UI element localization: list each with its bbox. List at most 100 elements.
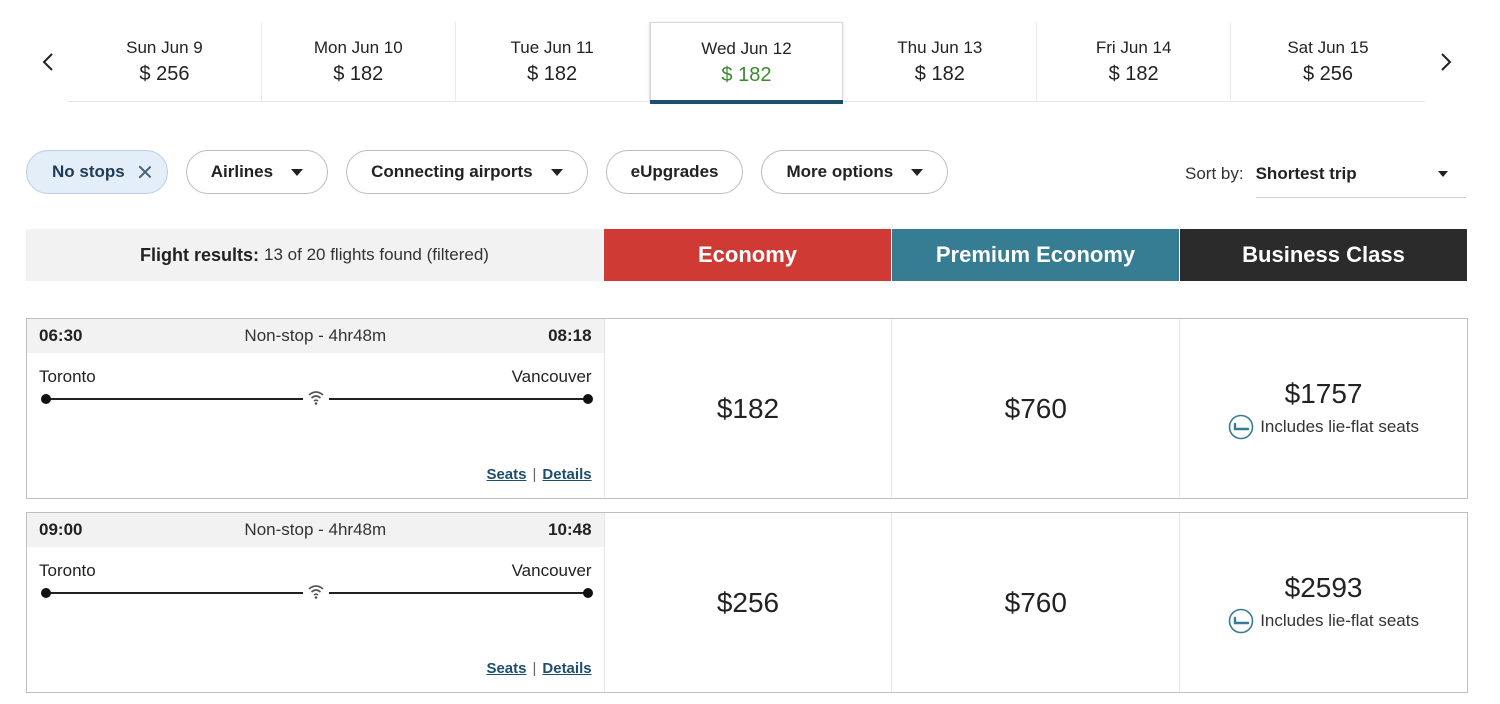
chip-label: eUpgrades (630, 162, 719, 181)
premium-economy-fare[interactable]: $760 (891, 513, 1179, 692)
fare-price: $2593 (1284, 571, 1363, 603)
wifi-icon (303, 388, 329, 410)
flight-row: 06:30 Non-stop - 4hr48m 08:18 Toronto Va… (26, 318, 1468, 499)
flight-cities: Toronto Vancouver (27, 353, 604, 387)
sort-label: Sort by: (1185, 164, 1244, 183)
flight-info: 06:30 Non-stop - 4hr48m 08:18 Toronto Va… (27, 319, 604, 498)
details-link[interactable]: Details (542, 660, 592, 677)
more-options-filter-dropdown[interactable]: More options (761, 150, 949, 194)
date-label: Mon Jun 10 (313, 38, 403, 57)
date-list: Sun Jun 9 $ 256 Mon Jun 10 $ 182 Tue Jun… (68, 22, 1425, 104)
chip-label: Airlines (210, 162, 274, 181)
results-title: Flight results: (140, 244, 260, 265)
date-option[interactable]: Mon Jun 10 $ 182 (262, 22, 456, 102)
date-label: Sun Jun 9 (126, 38, 203, 57)
chip-label: Connecting airports (371, 162, 533, 181)
date-option[interactable]: Fri Jun 14 $ 182 (1037, 22, 1232, 102)
sort-value: Shortest trip (1255, 163, 1357, 183)
chip-label: No stops (52, 162, 125, 181)
date-option-selected[interactable]: Wed Jun 12 $ 182 (649, 22, 844, 104)
caret-down-icon (291, 168, 304, 176)
caret-down-icon (550, 168, 563, 176)
flight-cities: Toronto Vancouver (27, 547, 604, 581)
flight-links: Seats | Details (486, 466, 591, 483)
link-separator: | (532, 466, 537, 483)
cabin-header-business: Business Class (1179, 229, 1467, 281)
eupgrades-filter-button[interactable]: eUpgrades (605, 150, 744, 194)
destination-dot (583, 588, 593, 598)
sort-select[interactable]: Shortest trip (1255, 150, 1466, 198)
fare-price: $760 (1004, 586, 1067, 618)
seats-link[interactable]: Seats (486, 466, 527, 483)
economy-fare[interactable]: $182 (603, 319, 892, 498)
lie-flat-seat-icon (1228, 608, 1254, 634)
flight-links: Seats | Details (486, 660, 591, 677)
chevron-left-icon[interactable] (34, 48, 62, 76)
departure-time: 09:00 (39, 520, 83, 539)
premium-economy-fare[interactable]: $760 (891, 319, 1179, 498)
destination-dot (583, 394, 593, 404)
business-fare[interactable]: $2593 Includes lie-flat seats (1179, 513, 1467, 692)
flight-duration: Non-stop - 4hr48m (244, 520, 387, 539)
date-option[interactable]: Sat Jun 15 $ 256 (1231, 22, 1425, 102)
route-line (41, 388, 593, 410)
lie-flat-seat-icon (1228, 414, 1254, 440)
date-price: $ 182 (721, 64, 772, 86)
date-price: $ 256 (139, 63, 190, 85)
filter-bar: No stops Airlines Connecting airports eU… (26, 150, 949, 196)
flight-row: 09:00 Non-stop - 4hr48m 10:48 Toronto Va… (26, 512, 1468, 693)
airlines-filter-dropdown[interactable]: Airlines (185, 150, 329, 194)
flight-times: 09:00 Non-stop - 4hr48m 10:48 (27, 513, 604, 547)
arrival-time: 08:18 (548, 326, 592, 345)
caret-down-icon (911, 168, 924, 176)
departure-time: 06:30 (39, 326, 83, 345)
results-summary: Flight results: 13 of 20 flights found (… (26, 229, 603, 281)
seats-link[interactable]: Seats (486, 660, 527, 677)
results-count: 13 of 20 flights found (filtered) (264, 245, 489, 264)
date-price: $ 182 (333, 63, 384, 85)
lie-flat-text: Includes lie-flat seats (1260, 416, 1419, 436)
date-price: $ 256 (1302, 63, 1354, 85)
lie-flat-note: Includes lie-flat seats (1228, 608, 1419, 634)
fare-price: $256 (716, 586, 780, 618)
origin-dot (41, 394, 51, 404)
caret-down-icon (1437, 171, 1448, 177)
cabin-header-economy: Economy (603, 229, 891, 281)
lie-flat-text: Includes lie-flat seats (1260, 610, 1419, 630)
no-stops-filter-chip[interactable]: No stops (26, 150, 168, 194)
fare-price: $182 (716, 392, 780, 424)
economy-fare[interactable]: $256 (603, 513, 892, 692)
sort-control: Sort by: Shortest trip (1185, 150, 1466, 198)
arrival-time: 10:48 (548, 520, 592, 539)
date-price: $ 182 (1108, 63, 1159, 85)
details-link[interactable]: Details (542, 466, 592, 483)
origin-city: Toronto (39, 367, 96, 386)
route-line (41, 582, 593, 604)
date-label: Wed Jun 12 (701, 39, 792, 58)
business-fare[interactable]: $1757 Includes lie-flat seats (1179, 319, 1467, 498)
origin-dot (41, 588, 51, 598)
date-label: Thu Jun 13 (897, 38, 983, 57)
flight-duration: Non-stop - 4hr48m (244, 326, 387, 345)
chevron-right-icon[interactable] (1432, 48, 1460, 76)
selected-indicator (649, 100, 844, 104)
flight-times: 06:30 Non-stop - 4hr48m 08:18 (27, 319, 604, 353)
date-option[interactable]: Thu Jun 13 $ 182 (843, 22, 1038, 102)
destination-city: Vancouver (511, 561, 592, 580)
fare-price: $1757 (1284, 377, 1363, 409)
flight-info: 09:00 Non-stop - 4hr48m 10:48 Toronto Va… (27, 513, 604, 692)
close-icon[interactable] (137, 164, 153, 180)
date-price: $ 182 (914, 63, 965, 85)
chip-label: More options (786, 162, 894, 181)
connecting-airports-filter-dropdown[interactable]: Connecting airports (346, 150, 588, 194)
date-label: Sat Jun 15 (1287, 38, 1369, 57)
date-strip: Sun Jun 9 $ 256 Mon Jun 10 $ 182 Tue Jun… (0, 22, 1500, 104)
results-header: Flight results: 13 of 20 flights found (… (26, 229, 1468, 281)
link-separator: | (532, 660, 537, 677)
date-label: Tue Jun 11 (510, 38, 594, 57)
lie-flat-note: Includes lie-flat seats (1228, 414, 1419, 440)
date-option[interactable]: Sun Jun 9 $ 256 (68, 22, 262, 102)
date-option[interactable]: Tue Jun 11 $ 182 (456, 22, 650, 102)
destination-city: Vancouver (511, 367, 592, 386)
fare-price: $760 (1004, 392, 1067, 424)
